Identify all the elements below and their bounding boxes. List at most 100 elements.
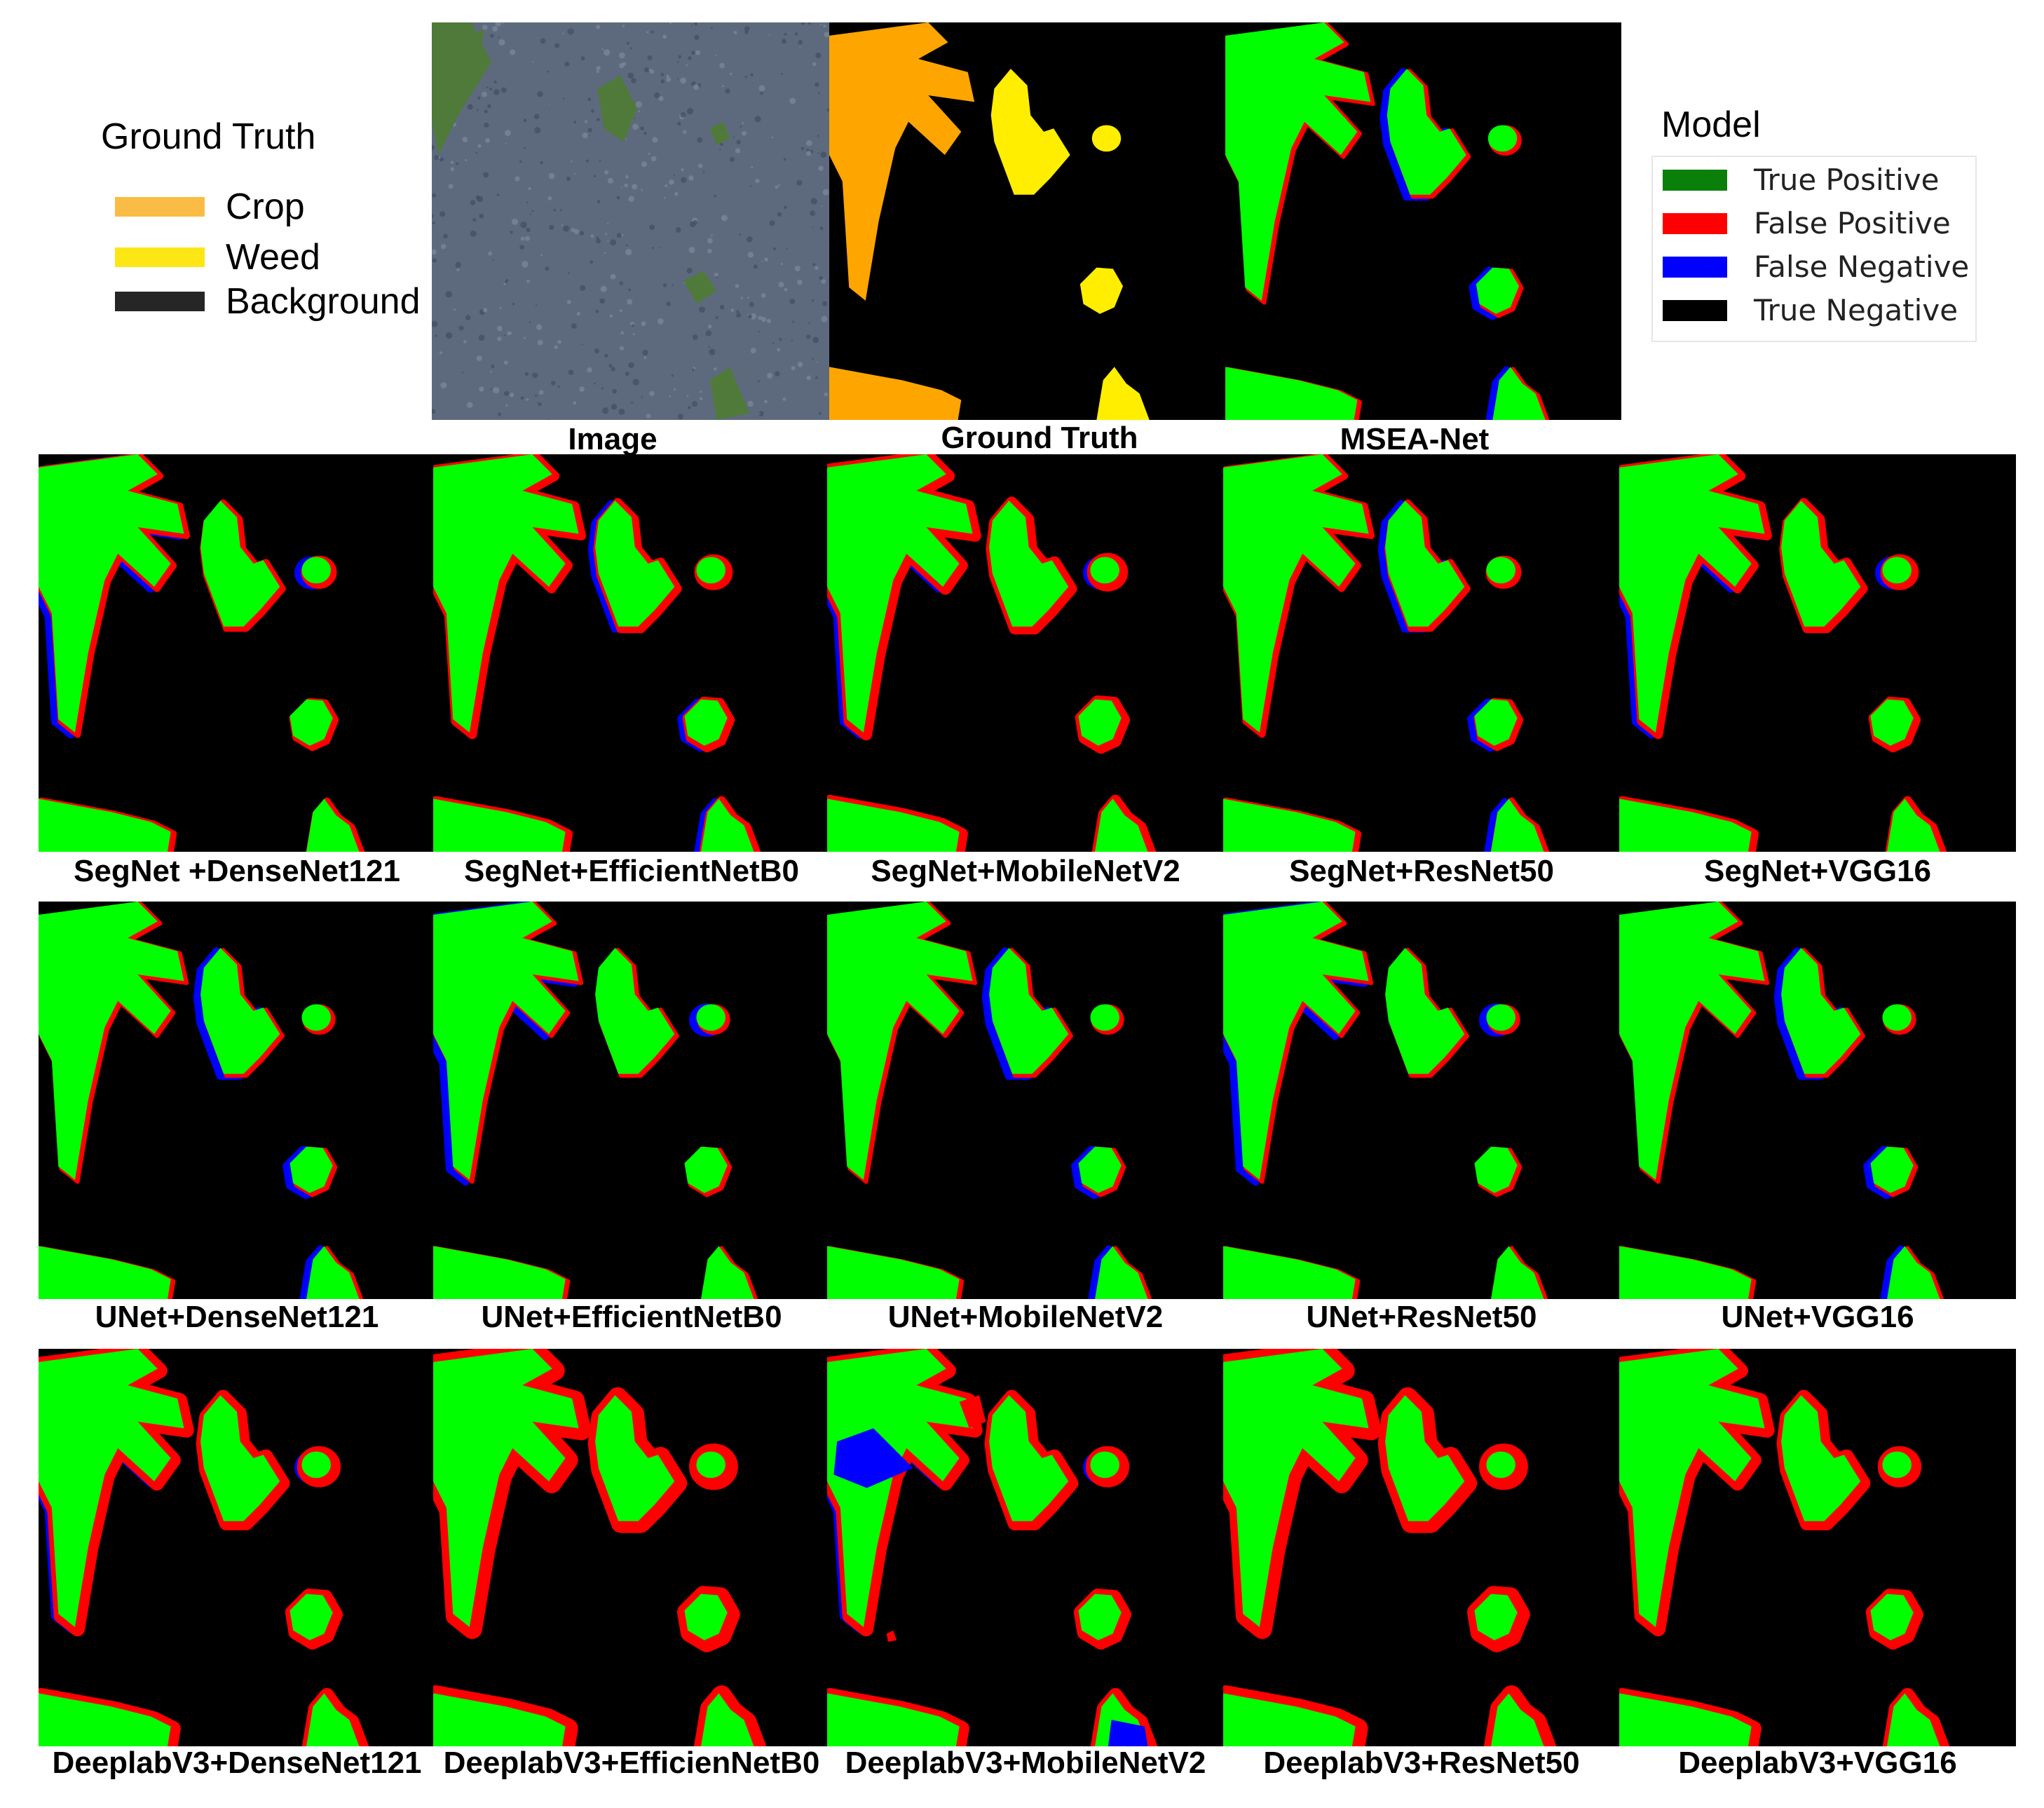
legend-item-false-positive: False Positive <box>1663 206 1951 240</box>
true-positive-stripB <box>1223 1246 1356 1299</box>
false-positive-swatch <box>1663 212 1727 234</box>
true-positive-stripB <box>1619 798 1752 852</box>
prediction-panel <box>1619 454 2016 852</box>
true-positive-stripB <box>827 798 960 852</box>
true-positive-swatch <box>1663 169 1727 191</box>
true-positive-stripB <box>433 798 566 852</box>
caption-model: UNet+VGG16 <box>1721 1300 1914 1334</box>
true-positive-weedA <box>1386 69 1466 195</box>
true-positive-crop <box>1619 454 1765 733</box>
true-positive-stripB <box>1619 1693 1752 1746</box>
true-positive-weedRB <box>306 1693 360 1746</box>
true-positive-blobRB <box>684 1146 728 1193</box>
legend-label-true-positive: True Positive <box>1754 163 1940 197</box>
true-positive-crop <box>1223 454 1369 733</box>
msea-net-panel <box>1225 22 1621 420</box>
true-positive-crop <box>433 902 579 1180</box>
true-positive-stripB <box>433 1693 566 1746</box>
true-positive-weedA <box>989 501 1069 627</box>
true-positive-dotR <box>1486 1004 1515 1031</box>
crop-region-crop <box>829 22 975 301</box>
prediction-panel <box>433 1349 830 1746</box>
true-positive-dotR <box>1487 125 1518 152</box>
false-negative-large-region <box>833 1428 913 1488</box>
true-positive-weedA <box>1385 948 1465 1074</box>
caption-model: UNet+ResNet50 <box>1306 1300 1537 1334</box>
true-positive-weedRB <box>306 798 360 852</box>
true-positive-weedRB <box>1887 1693 1940 1746</box>
legend-item-true-positive: True Positive <box>1663 163 1939 197</box>
legend-item-true-negative: True Negative <box>1663 293 1958 327</box>
legend-item-weed: Weed <box>115 236 320 278</box>
true-positive-weedRB <box>701 1246 754 1299</box>
true-positive-weedA <box>989 948 1069 1074</box>
true-positive-blobRB <box>1474 1146 1518 1193</box>
true-positive-weedA <box>595 1395 675 1521</box>
true-positive-weedA <box>200 948 280 1074</box>
true-positive-dotR <box>1882 1004 1912 1031</box>
true-positive-dotR <box>1486 557 1515 584</box>
true-positive-weedA <box>1781 948 1861 1074</box>
true-positive-weedRB <box>1887 798 1940 852</box>
true-positive-crop <box>39 454 184 733</box>
true-positive-weedRB <box>1887 1246 1940 1299</box>
caption-msea-net: MSEA-Net <box>1340 422 1490 456</box>
true-positive-weedA <box>200 1395 280 1521</box>
model-legend-box: True Positive False Positive False Negat… <box>1651 156 1977 342</box>
true-positive-stripB <box>1619 1246 1752 1299</box>
legend-label-false-positive: False Positive <box>1754 206 1951 240</box>
true-positive-crop <box>433 1349 579 1627</box>
true-positive-weedRB <box>1492 367 1546 420</box>
true-positive-weedRB <box>1095 798 1148 852</box>
true-positive-crop <box>827 454 973 733</box>
caption-model: UNet+EfficientNetB0 <box>481 1300 782 1334</box>
weed-region-blobRB <box>1079 267 1124 314</box>
true-positive-crop <box>827 1349 973 1627</box>
true-positive-crop <box>39 902 184 1180</box>
true-positive-weedRB <box>1491 798 1544 852</box>
true-positive-dotR <box>696 1451 725 1479</box>
caption-model: UNet+DenseNet121 <box>95 1300 379 1334</box>
true-positive-weedRB <box>1491 1246 1544 1299</box>
prediction-panel <box>827 454 1224 852</box>
true-positive-weedA <box>595 948 675 1074</box>
true-positive-blobRB <box>684 699 728 746</box>
true-positive-blobRB <box>1078 1593 1122 1640</box>
true-positive-crop <box>1223 1349 1369 1627</box>
true-positive-crop <box>433 454 579 733</box>
true-positive-dotR <box>1090 1004 1119 1031</box>
true-positive-dotR <box>1882 1451 1912 1479</box>
true-positive-dotR <box>301 1451 331 1479</box>
true-positive-blobRB <box>1078 699 1122 746</box>
true-positive-dotR <box>1090 1451 1119 1479</box>
true-positive-weedA <box>1385 501 1465 627</box>
plant-patch-5 <box>683 271 717 304</box>
plant-patch-6 <box>709 367 750 420</box>
true-positive-blobRB <box>289 699 333 746</box>
caption-model: SegNet+MobileNetV2 <box>871 854 1180 888</box>
true-positive-dotR <box>301 1004 331 1031</box>
prediction-panel <box>39 454 435 852</box>
caption-model: DeeplabV3+DenseNet121 <box>52 1746 422 1780</box>
true-positive-dotR <box>1882 557 1912 584</box>
true-positive-blobRB <box>1870 699 1914 746</box>
prediction-panel <box>1223 1349 1620 1746</box>
prediction-panel <box>39 1349 435 1746</box>
caption-image: Image <box>568 422 658 456</box>
true-positive-dotR <box>696 1004 725 1031</box>
false-negative-bottom-region <box>1108 1720 1148 1746</box>
true-positive-weedA <box>200 501 280 627</box>
true-positive-weedA <box>989 1395 1069 1521</box>
true-positive-weedA <box>595 501 675 627</box>
true-negative-swatch <box>1663 299 1727 321</box>
false-positive-speckle-1 <box>959 1395 986 1429</box>
caption-model: SegNet +DenseNet121 <box>74 854 400 888</box>
true-positive-weedRB <box>306 1246 360 1299</box>
true-positive-crop <box>39 1349 184 1627</box>
caption-model: UNet+MobileNetV2 <box>887 1300 1164 1334</box>
ground-truth-legend-title: Ground Truth <box>101 116 316 157</box>
prediction-panel <box>433 902 830 1299</box>
true-positive-blobRB <box>1078 1146 1122 1193</box>
legend-label-true-negative: True Negative <box>1754 293 1958 327</box>
weed-swatch <box>115 247 205 267</box>
